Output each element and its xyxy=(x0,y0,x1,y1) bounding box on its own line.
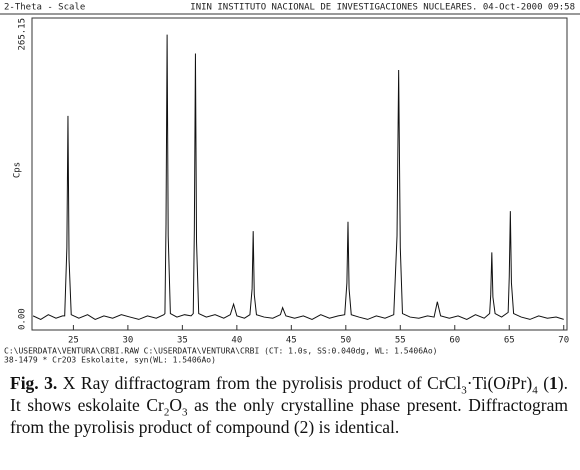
caption-sub: 3 xyxy=(461,384,467,397)
y-axis-label: Cps xyxy=(13,162,23,178)
x-tick-label: 30 xyxy=(122,336,133,346)
x-tick-label: 45 xyxy=(286,336,297,346)
caption-sub: 3 xyxy=(182,406,188,419)
caption-label: Fig. 3. xyxy=(10,373,58,393)
chart: 2-Theta - Scale ININ INSTITUTO NACIONAL … xyxy=(0,3,580,365)
caption-text: ·Ti(O xyxy=(466,373,506,393)
caption-italic: i xyxy=(505,373,511,393)
footer-line: C:\USERDATA\VENTURA\CRBI.RAW C:\USERDATA… xyxy=(4,347,437,356)
caption-text: ). It shows eskolaite Cr xyxy=(10,373,568,415)
caption-text: X Ray diffractogram from the pyrolisis p… xyxy=(57,373,462,393)
caption-sub: 4 xyxy=(532,384,538,397)
diffraction-line xyxy=(32,34,564,320)
y-tick-label: 265.15 xyxy=(18,18,28,51)
x-tick-label: 35 xyxy=(177,336,188,346)
footer-line: 38-1479 * Cr2O3 Eskolaite, syn(WL: 1.540… xyxy=(4,356,216,365)
caption-text: ( xyxy=(537,373,550,393)
y-tick-label: 0.00 xyxy=(18,308,28,330)
x-tick-label: 70 xyxy=(558,336,569,346)
caption-text: as the only crystalline phase present. D… xyxy=(10,395,569,437)
x-tick-label: 50 xyxy=(340,336,351,346)
caption-text: O xyxy=(169,395,183,415)
x-tick-label: 25 xyxy=(68,336,79,346)
x-tick-label: 40 xyxy=(231,336,242,346)
x-tick-label: 65 xyxy=(504,336,515,346)
plot-frame xyxy=(31,17,568,331)
caption: Fig. 3. X Ray diffractogram from the pyr… xyxy=(10,372,568,438)
caption-text: Pr) xyxy=(510,373,533,393)
header-right: ININ INSTITUTO NACIONAL DE INVESTIGACION… xyxy=(190,3,575,13)
caption-sub: 2 xyxy=(163,406,170,419)
caption-bold: 1 xyxy=(549,373,558,393)
x-tick-label: 55 xyxy=(395,336,406,346)
header-left: 2-Theta - Scale xyxy=(4,3,85,13)
x-tick-label: 60 xyxy=(449,336,460,346)
